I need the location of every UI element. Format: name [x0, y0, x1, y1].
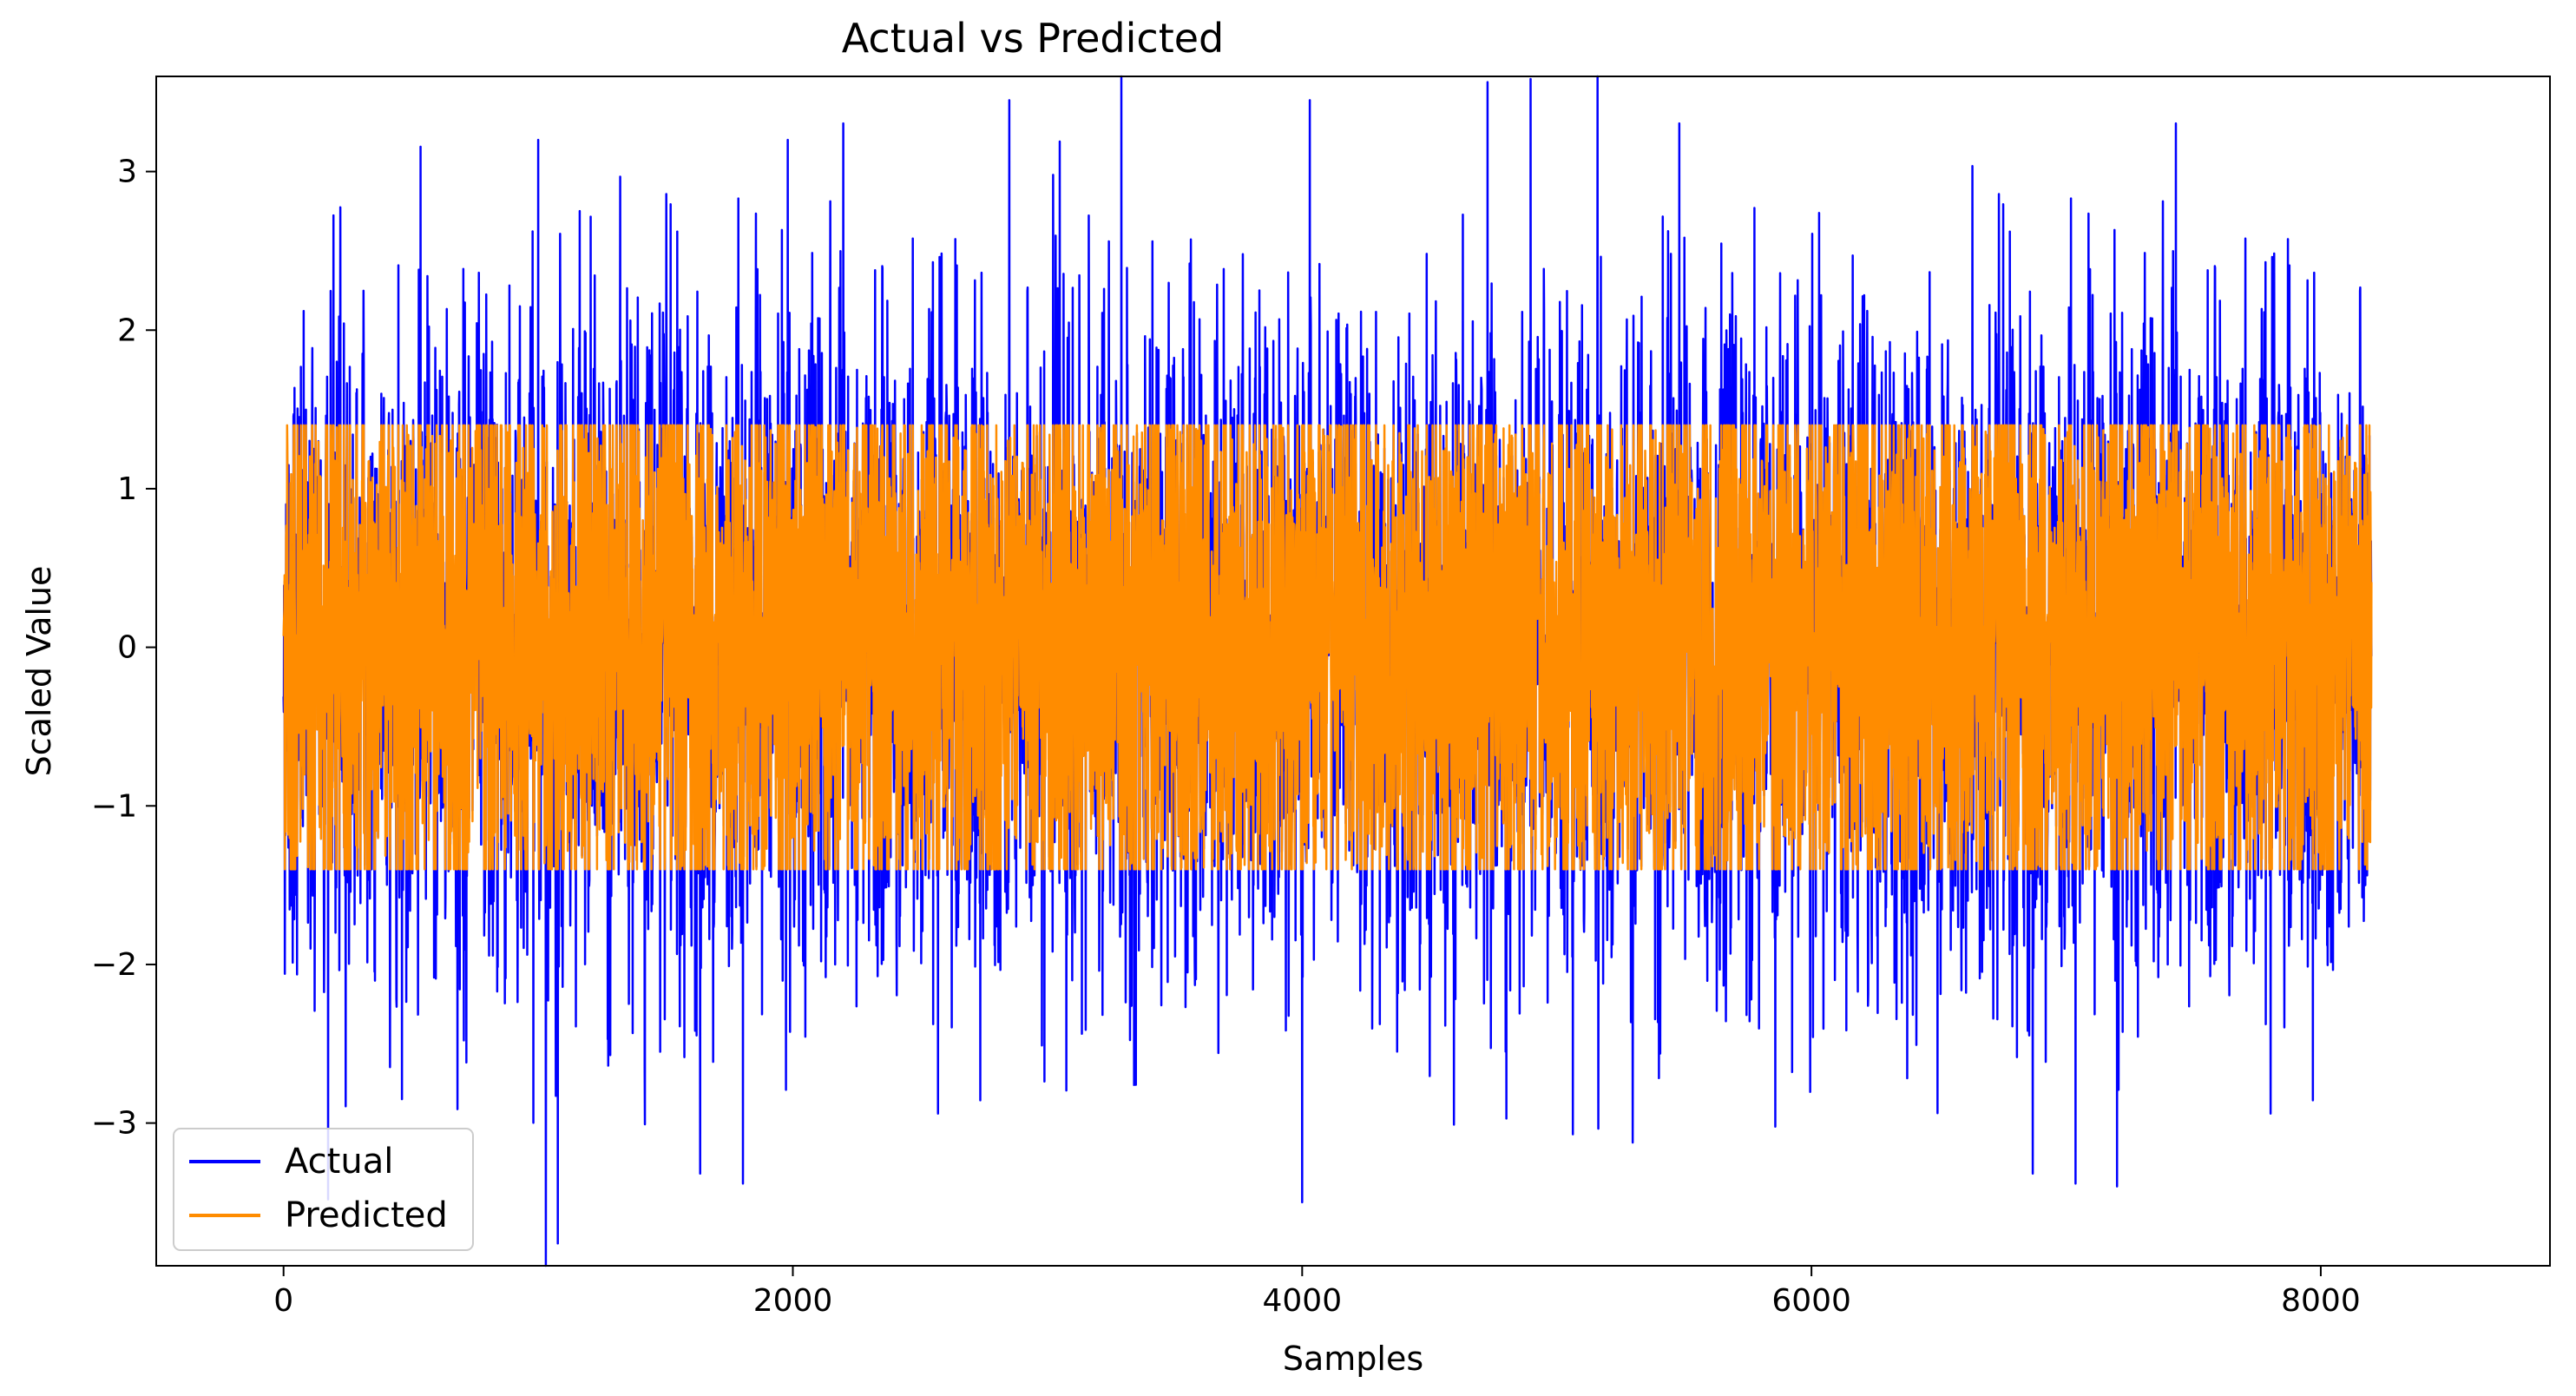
y-axis: −3 −2 −1 0 1 2 3 — [91, 155, 156, 1142]
y-tick-label: 1 — [117, 471, 137, 507]
series-line-predicted — [282, 424, 2373, 871]
x-tick-label: 6000 — [1771, 1283, 1851, 1319]
legend-label-predicted: Predicted — [285, 1195, 448, 1235]
x-tick-label: 0 — [273, 1283, 293, 1319]
y-tick-label: −3 — [91, 1106, 137, 1142]
y-axis-title: Scaled Value — [20, 566, 58, 777]
y-tick-label: 3 — [117, 155, 137, 190]
x-tick-label: 8000 — [2281, 1283, 2361, 1319]
y-tick-label: 2 — [117, 313, 137, 348]
y-tick-label: −1 — [91, 788, 137, 824]
y-tick-label: −2 — [91, 947, 137, 983]
x-axis-title: Samples — [1283, 1340, 1423, 1378]
legend-box — [173, 1128, 474, 1251]
x-axis: 0 2000 4000 6000 8000 — [273, 1266, 2361, 1319]
plot-frame — [155, 76, 2551, 1267]
x-tick-label: 4000 — [1263, 1283, 1343, 1319]
plot-area — [282, 75, 2373, 1268]
legend-label-actual: Actual — [285, 1142, 393, 1182]
x-tick-label: 2000 — [753, 1283, 833, 1319]
chart-title: Actual vs Predicted — [842, 15, 1224, 62]
legend: Actual Predicted — [173, 1128, 474, 1251]
y-tick-label: 0 — [117, 630, 137, 666]
